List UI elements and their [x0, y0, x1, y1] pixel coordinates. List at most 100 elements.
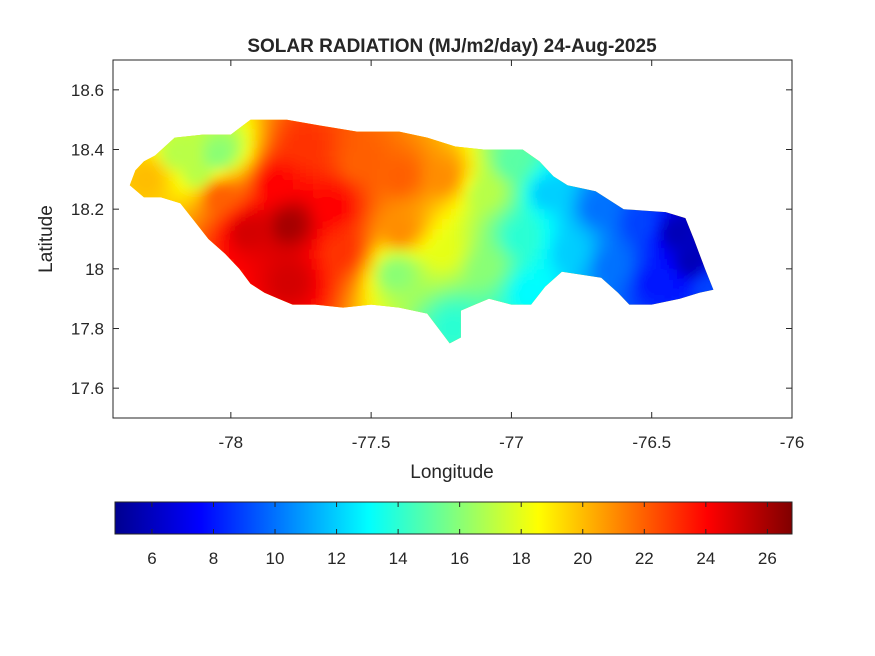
heatmap-cell — [333, 128, 344, 140]
heatmap-cell — [653, 228, 664, 240]
heatmap-cell — [653, 218, 664, 230]
heatmap-cell — [313, 238, 324, 250]
heatmap-cell — [283, 158, 294, 170]
heatmap-cell — [273, 198, 284, 210]
heatmap-cell — [483, 288, 494, 300]
heatmap-cell — [463, 278, 474, 290]
heatmap-cell — [293, 158, 304, 170]
heatmap-cell — [613, 218, 624, 230]
heatmap-cell — [233, 188, 244, 200]
heatmap-cell — [413, 188, 424, 200]
heatmap-cell — [313, 268, 324, 280]
heatmap-cell — [433, 198, 444, 210]
heatmap-cell — [443, 218, 454, 230]
heatmap-cell — [313, 218, 324, 230]
heatmap-cell — [483, 228, 494, 240]
heatmap-cell — [223, 228, 234, 240]
heatmap-cell — [523, 208, 534, 220]
heatmap-cell — [243, 158, 254, 170]
heatmap-cell — [433, 208, 444, 220]
heatmap-cell — [273, 148, 284, 160]
heatmap-cell — [683, 278, 694, 290]
heatmap-cell — [273, 208, 284, 220]
heatmap-cell — [633, 298, 644, 310]
heatmap-cell — [513, 258, 524, 270]
heatmap-point — [273, 213, 301, 242]
heatmap-cell — [623, 258, 634, 270]
heatmap-cell — [223, 218, 234, 230]
heatmap-cell — [423, 278, 434, 290]
heatmap-cell — [383, 288, 394, 300]
heatmap-cell — [403, 268, 414, 280]
y-axis-label: Latitude — [36, 205, 57, 273]
heatmap-cell — [413, 258, 424, 270]
heatmap-cell — [243, 148, 254, 160]
heatmap-cell — [663, 268, 674, 280]
heatmap-cell — [443, 288, 454, 300]
heatmap-cell — [323, 148, 334, 160]
y-tick-label: 18.6 — [71, 81, 104, 100]
heatmap-cell — [353, 238, 364, 250]
heatmap-cell — [663, 208, 674, 220]
heatmap-cell — [533, 228, 544, 240]
heatmap-cell — [193, 138, 204, 150]
heatmap-cell — [463, 258, 474, 270]
heatmap-cell — [223, 238, 234, 250]
heatmap-cell — [343, 218, 354, 230]
heatmap-cell — [553, 198, 564, 210]
heatmap-cell — [363, 148, 374, 160]
heatmap-cell — [143, 158, 154, 170]
heatmap-cell — [603, 228, 614, 240]
heatmap-cell — [363, 268, 374, 280]
heatmap-cell — [463, 198, 474, 210]
heatmap-cell — [483, 158, 494, 170]
heatmap-cell — [413, 198, 424, 210]
heatmap-cell — [353, 218, 364, 230]
heatmap-cell — [353, 228, 364, 240]
heatmap-cell — [613, 248, 624, 260]
heatmap-cell — [323, 228, 334, 240]
heatmap-cell — [493, 168, 504, 180]
heatmap-cell — [373, 288, 384, 300]
x-tick-label: -76.5 — [632, 433, 671, 452]
heatmap-cell — [313, 248, 324, 260]
heatmap-cell — [273, 128, 284, 140]
heatmap-cell — [343, 208, 354, 220]
heatmap-cell — [153, 148, 164, 160]
heatmap-cell — [503, 198, 514, 210]
heatmap-cell — [263, 268, 274, 280]
heatmap-cell — [423, 188, 434, 200]
heatmap-cell — [423, 228, 434, 240]
heatmap-cell — [453, 288, 464, 300]
heatmap-cell — [323, 178, 334, 190]
heatmap-cell — [453, 168, 464, 180]
heatmap-cell — [253, 208, 264, 220]
heatmap-cell — [613, 238, 624, 250]
colorbar-tick-label: 16 — [450, 549, 469, 568]
heatmap-cell — [463, 288, 474, 300]
heatmap-cell — [543, 168, 554, 180]
heatmap-cell — [433, 218, 444, 230]
heatmap-cell — [413, 298, 424, 310]
heatmap-cell — [573, 188, 584, 200]
heatmap-cell — [463, 268, 474, 280]
heatmap-cell — [503, 278, 514, 290]
heatmap-point — [379, 260, 408, 289]
heatmap-cell — [453, 238, 464, 250]
heatmap-cell — [433, 298, 444, 310]
heatmap-cell — [363, 218, 374, 230]
heatmap-cell — [263, 138, 274, 150]
heatmap-point — [132, 165, 161, 194]
heatmap-point — [553, 239, 582, 268]
heatmap-point — [469, 254, 498, 283]
heatmap-cell — [453, 298, 464, 310]
heatmap-cell — [403, 258, 414, 270]
heatmap-cell — [543, 248, 554, 260]
heatmap-cell — [373, 128, 384, 140]
heatmap-cell — [423, 238, 434, 250]
heatmap-cell — [193, 208, 204, 220]
x-axis: -78 -77.5 -77 -76.5 -76 — [219, 60, 804, 452]
heatmap-cell — [543, 228, 554, 240]
heatmap-cell — [313, 188, 324, 200]
heatmap-cell — [463, 208, 474, 220]
